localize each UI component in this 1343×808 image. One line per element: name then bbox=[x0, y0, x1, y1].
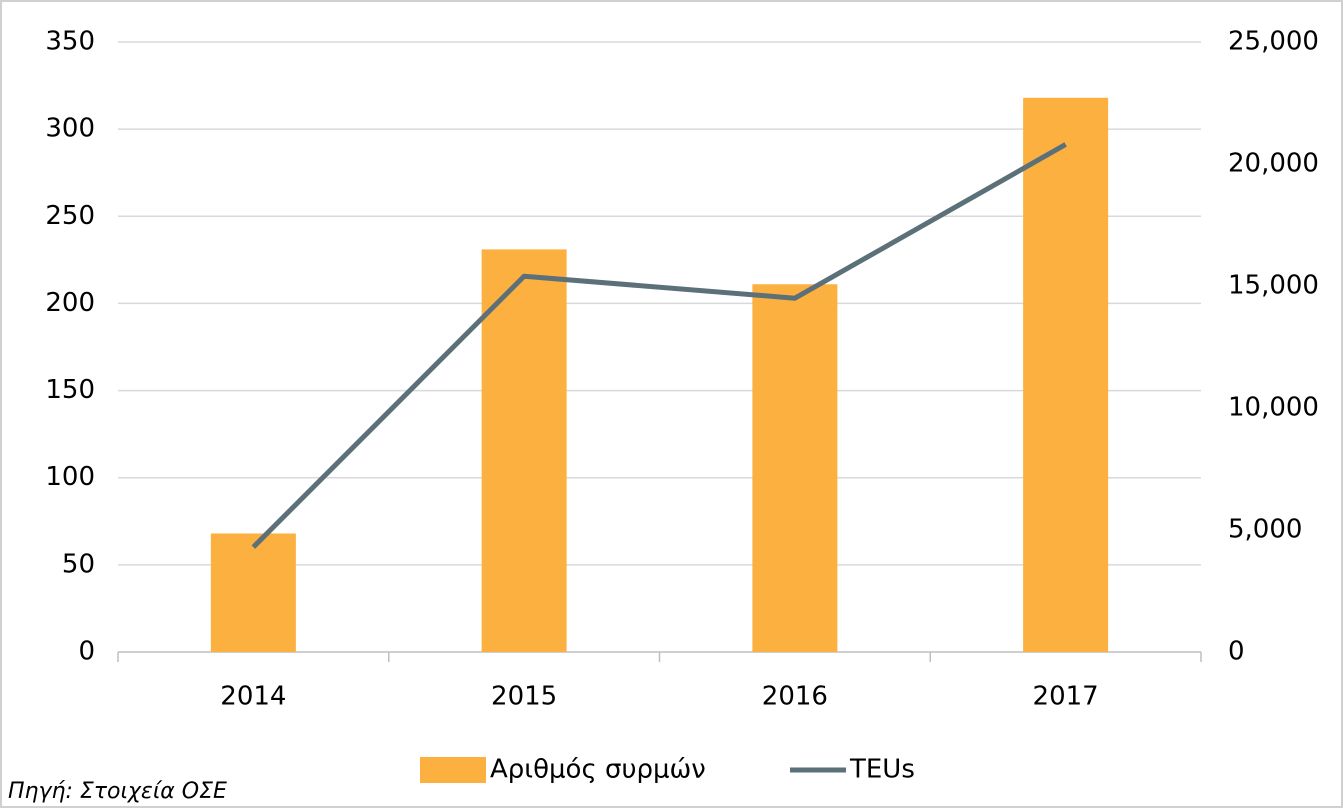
line-series bbox=[251, 142, 1067, 549]
legend-swatch bbox=[420, 757, 486, 783]
x-tick-label: 2014 bbox=[220, 682, 286, 712]
y-tick-label: 0 bbox=[78, 637, 95, 667]
y-tick-label: 200 bbox=[45, 288, 95, 318]
y2-tick-label: 0 bbox=[1228, 637, 1245, 667]
y2-tick-label: 20,000 bbox=[1228, 149, 1319, 179]
y2-tick-label: 5,000 bbox=[1228, 515, 1302, 545]
y-tick-label: 350 bbox=[45, 27, 95, 57]
x-tick-label: 2015 bbox=[491, 682, 557, 712]
source-note: Πηγή: Στοιχεία ΟΣΕ bbox=[8, 779, 227, 804]
x-tick-label: 2017 bbox=[1033, 682, 1099, 712]
y-tick-label: 50 bbox=[62, 549, 95, 579]
bar bbox=[481, 249, 567, 652]
y-tick-label: 150 bbox=[45, 375, 95, 405]
y-tick-label: 250 bbox=[45, 201, 95, 231]
legend-label: TEUs bbox=[849, 755, 915, 785]
y-tick-label: 300 bbox=[45, 114, 95, 144]
bar bbox=[210, 533, 296, 652]
legend-label: Αριθμός συρμών bbox=[490, 755, 706, 785]
y-tick-label: 100 bbox=[45, 462, 95, 492]
y2-tick-label: 10,000 bbox=[1228, 393, 1319, 423]
bar bbox=[752, 284, 838, 652]
bar bbox=[1023, 97, 1109, 653]
x-tick-label: 2016 bbox=[762, 682, 828, 712]
y2-tick-label: 25,000 bbox=[1228, 27, 1319, 57]
y2-tick-label: 15,000 bbox=[1228, 271, 1319, 301]
